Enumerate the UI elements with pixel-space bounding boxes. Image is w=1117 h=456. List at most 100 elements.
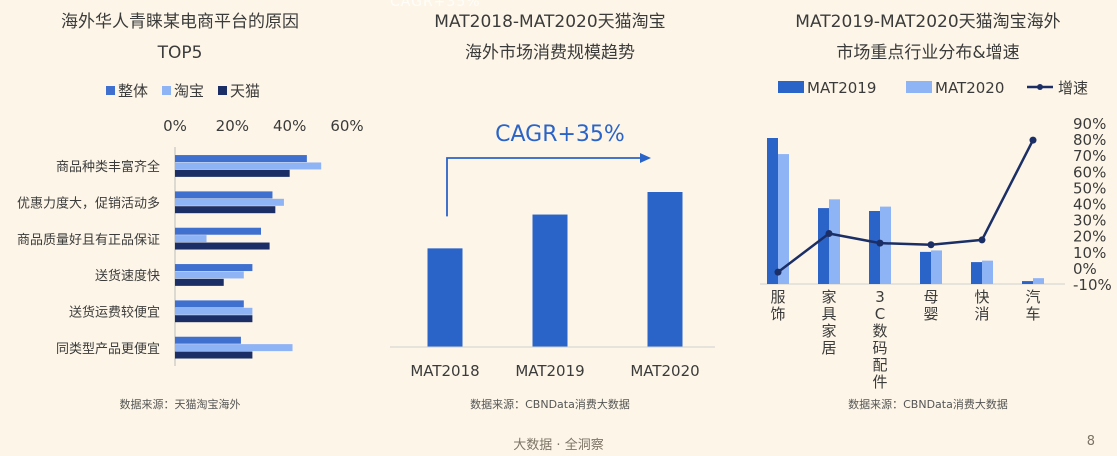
chart-title: 市场重点行业分布&增速 xyxy=(836,43,1019,63)
source-note: 数据来源：CBNData消费大数据 xyxy=(470,397,630,411)
category-label: 商品质量好且有正品保证 xyxy=(17,233,160,248)
bar-天猫 xyxy=(175,206,276,214)
bar-淘宝 xyxy=(175,344,293,352)
axis-tick-label: 0% xyxy=(163,117,187,135)
category-label: MAT2019 xyxy=(515,362,584,380)
legend-label: 整体 xyxy=(118,82,148,100)
category-label: 服饰 xyxy=(770,288,785,323)
chart-title: MAT2018-MAT2020天猫淘宝 xyxy=(434,12,665,32)
legend-swatch xyxy=(778,81,804,93)
bar-MAT2019 xyxy=(869,211,880,284)
bar-整体 xyxy=(175,155,307,163)
legend-swatch xyxy=(218,86,227,95)
growth-point xyxy=(978,236,986,244)
y2-tick-label: 90% xyxy=(1073,115,1106,133)
category-label-char: 配 xyxy=(872,356,887,374)
bar-MAT2020 xyxy=(778,154,789,284)
legend-marker xyxy=(1037,84,1043,90)
chart-title: 海外市场消费规模趋势 xyxy=(465,43,635,63)
y2-tick-label: 10% xyxy=(1073,244,1106,262)
category-label: 商品种类丰富齐全 xyxy=(56,159,160,175)
y2-tick-label: 80% xyxy=(1073,131,1106,149)
axis-tick-label: 20% xyxy=(216,117,249,135)
category-label: 汽车 xyxy=(1025,288,1040,323)
bar-整体 xyxy=(175,336,241,344)
industry-panel: MAT2019-MAT2020天猫淘宝海外 市场重点行业分布&增速 MAT2019 M… xyxy=(740,0,1117,456)
bar-淘宝 xyxy=(175,271,244,279)
category-label-char: 饰 xyxy=(770,305,785,323)
y2-tick-label: 60% xyxy=(1073,163,1106,181)
category-label: MAT2018 xyxy=(410,362,479,380)
category-label-char: 快 xyxy=(974,288,989,306)
bar-MAT2020 xyxy=(982,260,993,284)
legend-swatch xyxy=(162,86,171,95)
axis-tick-label: 40% xyxy=(273,117,306,135)
category-label: 家具家居 xyxy=(821,288,836,357)
bar-天猫 xyxy=(175,315,253,323)
category-label: MAT2020 xyxy=(630,362,699,380)
bar-MAT2019 xyxy=(920,251,931,284)
legend-label: 淘宝 xyxy=(174,82,204,100)
y2-tick-label: 50% xyxy=(1073,179,1106,197)
category-label-char: 3 xyxy=(875,288,885,306)
page-number: 8 xyxy=(1086,434,1095,449)
legend-label: MAT2019 xyxy=(807,79,876,97)
category-label: 同类型产品更便宜 xyxy=(56,342,160,357)
bar-MAT2019 xyxy=(532,214,568,347)
source-note: 数据来源：天猫淘宝海外 xyxy=(120,397,241,411)
legend-swatch xyxy=(906,81,932,93)
growth-point xyxy=(774,268,782,276)
bar-天猫 xyxy=(175,169,290,177)
category-label-char: 家 xyxy=(821,288,836,306)
source-note: 数据来源：CBNData消费大数据 xyxy=(848,397,1008,411)
category-label-char: 母 xyxy=(923,288,938,306)
bar-MAT2020 xyxy=(829,199,840,284)
category-label-char: 家 xyxy=(821,322,836,340)
category-label-char: C xyxy=(875,305,885,323)
category-label: 送货运费较便宜 xyxy=(69,305,160,321)
category-label-char: 具 xyxy=(821,305,836,323)
bar-MAT2019 xyxy=(767,138,778,284)
category-label: 3 C 数码配件 xyxy=(872,288,887,391)
category-label: 母婴 xyxy=(923,288,938,323)
bar-整体 xyxy=(175,264,253,272)
bar-整体 xyxy=(175,191,273,199)
axis-tick-label: 60% xyxy=(330,117,363,135)
y2-tick-label: 20% xyxy=(1073,228,1106,246)
category-label-char: 数 xyxy=(872,322,887,340)
category-label-char: 居 xyxy=(821,339,836,357)
category-label: 优惠力度大，促销活动多 xyxy=(17,196,160,212)
bar-MAT2020 xyxy=(647,192,683,347)
growth-point xyxy=(876,239,884,247)
y2-tick-label: 70% xyxy=(1073,147,1106,165)
bar-整体 xyxy=(175,300,244,308)
category-label: 送货速度快 xyxy=(95,268,160,284)
market-size-panel: MAT2018-MAT2020天猫淘宝 海外市场消费规模趋势 MAT2018 MAT2… xyxy=(360,0,740,456)
y2-tick-label: 0% xyxy=(1073,260,1097,278)
cagr-annotation: CAGR+35% xyxy=(495,122,625,147)
growth-point xyxy=(927,241,935,249)
y2-tick-label: 40% xyxy=(1073,196,1106,214)
bar-MAT2020 xyxy=(880,206,891,284)
bar-天猫 xyxy=(175,242,270,250)
bar-淘宝 xyxy=(175,235,207,243)
category-label-char: 汽 xyxy=(1025,288,1040,306)
chart-title: TOP5 xyxy=(157,43,203,63)
growth-point xyxy=(825,229,833,237)
category-label-char: 码 xyxy=(872,339,887,357)
category-label: 快消 xyxy=(974,288,989,323)
legend-label: 天猫 xyxy=(230,82,260,100)
bar-天猫 xyxy=(175,278,224,286)
cagr-arrow-head xyxy=(640,153,651,163)
category-label-char: 件 xyxy=(872,373,887,391)
legend-swatch xyxy=(106,86,115,95)
legend-label: 增速 xyxy=(1058,79,1088,97)
bar-整体 xyxy=(175,227,261,235)
legend-label: MAT2020 xyxy=(935,79,1004,97)
bar-淘宝 xyxy=(175,307,253,315)
cagr-arrow-line xyxy=(446,157,643,217)
y2-tick-label: 30% xyxy=(1073,212,1106,230)
chart-title: MAT2019-MAT2020天猫淘宝海外 xyxy=(795,12,1060,32)
